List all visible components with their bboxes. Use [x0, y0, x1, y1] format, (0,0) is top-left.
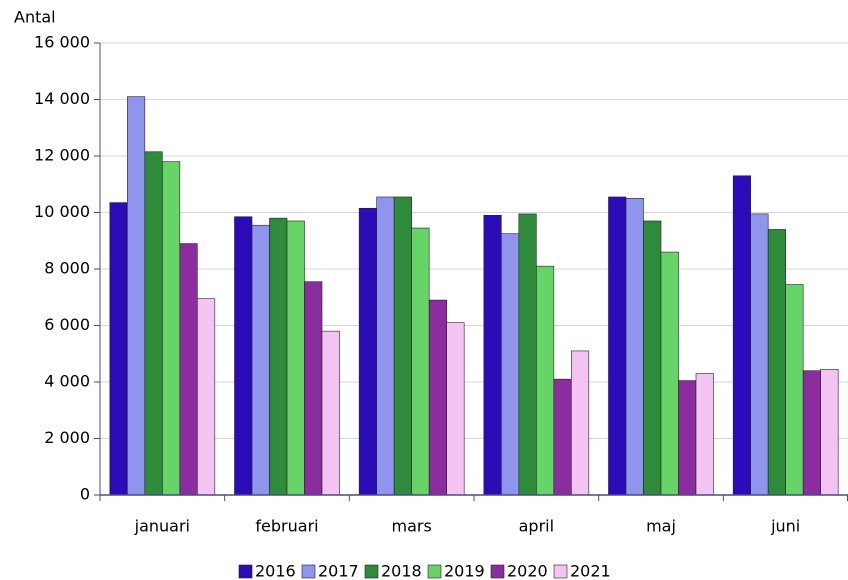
legend-swatch [490, 564, 505, 579]
bar [536, 265, 555, 496]
bar [571, 350, 590, 496]
bar [608, 196, 627, 496]
y-tick-label: 0 [80, 485, 90, 504]
bar [286, 220, 305, 496]
y-tick-label: 12 000 [34, 146, 90, 165]
bar [678, 380, 697, 496]
bar [251, 224, 270, 496]
bar [643, 220, 662, 496]
y-tick-label: 16 000 [34, 33, 90, 52]
bar [660, 251, 679, 496]
x-tick-label: januari [134, 517, 190, 536]
bar [428, 299, 447, 496]
x-tick-label: mars [392, 517, 432, 536]
bar [553, 378, 572, 496]
bar [162, 161, 181, 496]
legend-swatch [553, 564, 568, 579]
bar [127, 96, 146, 496]
bar [483, 215, 502, 496]
bar [501, 233, 520, 496]
bar [750, 213, 769, 496]
x-tick-label: juni [770, 517, 800, 536]
bar [732, 175, 751, 496]
bar [767, 229, 786, 496]
bar [304, 281, 323, 496]
bar [518, 213, 537, 496]
x-tick-label: april [519, 517, 554, 536]
legend-label: 2020 [507, 562, 548, 580]
bar [411, 227, 430, 496]
y-tick-label: 4 000 [44, 372, 90, 391]
bar [269, 217, 288, 496]
bar [625, 198, 644, 496]
bar [820, 368, 839, 496]
x-tick-label: maj [646, 517, 676, 536]
bar [358, 207, 377, 496]
legend-swatch [301, 564, 316, 579]
bar [109, 202, 128, 496]
y-axis-label: Antal [14, 8, 56, 27]
y-tick-label: 2 000 [44, 428, 90, 447]
legend-label: 2021 [570, 562, 611, 580]
bar [376, 196, 395, 496]
bar [785, 284, 804, 496]
bar [197, 298, 216, 496]
bar [179, 243, 198, 496]
legend-swatch [238, 564, 253, 579]
bar [393, 196, 412, 496]
bar [446, 322, 465, 496]
bar [802, 370, 821, 496]
legend-swatch [364, 564, 379, 579]
legend-label: 2017 [318, 562, 359, 580]
y-tick-label: 6 000 [44, 315, 90, 334]
x-tick-label: februari [255, 517, 318, 536]
legend-swatch [427, 564, 442, 579]
bar [234, 216, 253, 496]
bar [321, 330, 340, 496]
y-tick-label: 14 000 [34, 89, 90, 108]
bar [144, 151, 163, 496]
y-tick-label: 10 000 [34, 202, 90, 221]
bar [695, 373, 714, 496]
legend-label: 2019 [444, 562, 485, 580]
y-tick-label: 8 000 [44, 259, 90, 278]
legend-label: 2016 [255, 562, 296, 580]
legend-label: 2018 [381, 562, 422, 580]
